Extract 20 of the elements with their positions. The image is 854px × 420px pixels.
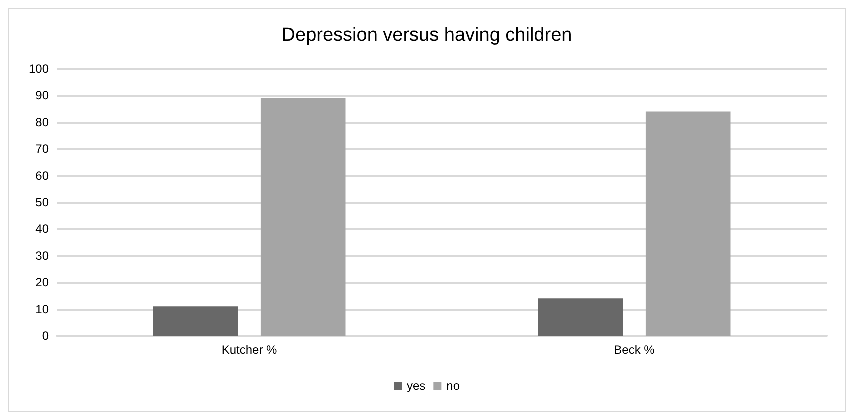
y-tick-label: 20 bbox=[36, 276, 50, 290]
y-tick-label: 70 bbox=[36, 142, 50, 156]
y-tick-label: 60 bbox=[36, 168, 50, 183]
y-tick-label: 0 bbox=[42, 329, 50, 343]
x-tick-label: Beck % bbox=[614, 343, 656, 357]
chart-title: Depression versus having children bbox=[282, 25, 572, 46]
y-tick-label: 90 bbox=[36, 88, 50, 103]
bar bbox=[646, 112, 731, 336]
y-tick-label: 80 bbox=[36, 115, 50, 130]
legend-label: no bbox=[446, 379, 460, 393]
bar bbox=[260, 98, 346, 336]
legend-label: yes bbox=[406, 379, 426, 393]
y-tick-label: 100 bbox=[28, 62, 50, 76]
y-tick-label: 10 bbox=[36, 302, 50, 316]
y-tick-label: 40 bbox=[36, 222, 50, 236]
y-tick-label: 50 bbox=[36, 196, 50, 210]
bar bbox=[538, 298, 624, 336]
x-tick-label: Kutcher % bbox=[222, 343, 278, 357]
bar bbox=[153, 306, 238, 336]
y-tick-label: 30 bbox=[36, 248, 50, 263]
